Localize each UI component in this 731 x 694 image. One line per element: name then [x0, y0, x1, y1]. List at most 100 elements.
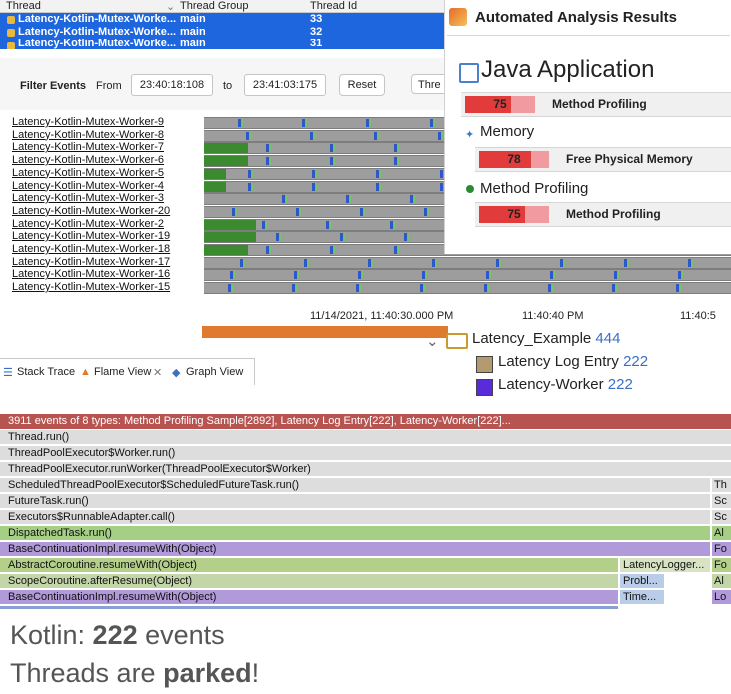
flame-header[interactable]: 3911 events of 8 types: Method Profiling… — [0, 414, 731, 429]
lane-event-marker — [408, 233, 409, 242]
flame-frame[interactable]: FutureTask.run() — [0, 494, 710, 508]
row-group: main — [180, 39, 206, 49]
flame-frame[interactable]: Sc — [712, 494, 731, 508]
lane-event-marker — [236, 207, 237, 216]
flame-frame[interactable]: Th — [712, 478, 731, 492]
folder-icon — [446, 333, 468, 349]
lane-event-marker — [298, 271, 299, 280]
lane-running-segment — [204, 219, 256, 230]
col-thread[interactable]: Thread — [6, 0, 41, 12]
lane-event-marker — [426, 271, 427, 280]
lane-event-marker — [438, 131, 441, 140]
lane-event-marker — [282, 195, 285, 204]
flame-frame[interactable]: Sc — [712, 510, 731, 524]
lane-label: Latency-Kotlin-Mutex-Worker-17 — [12, 255, 171, 268]
from-time-field[interactable]: 23:40:18:108 — [131, 74, 213, 96]
tab-flame-view[interactable]: Flame View — [94, 366, 152, 378]
flame-frame[interactable]: Fo — [712, 558, 731, 572]
tree-root[interactable]: Latency_Example 444 — [472, 330, 621, 347]
col-thread-group[interactable]: Thread Group — [180, 0, 249, 12]
lane-event-marker — [614, 271, 617, 280]
table-row[interactable]: Latency-Kotlin-Mutex-Worke... main 32 — [0, 26, 446, 39]
lane-event-marker — [280, 233, 281, 242]
lane-event-marker — [380, 182, 381, 191]
row-id: 33 — [310, 13, 323, 25]
lane-event-marker — [228, 284, 231, 293]
lane-bar[interactable] — [204, 269, 731, 282]
lane-bar[interactable] — [204, 256, 731, 269]
lane-event-marker — [294, 271, 297, 280]
flame-frame[interactable]: Al — [712, 526, 731, 540]
lane-event-marker — [488, 284, 489, 293]
row-group: main — [180, 26, 206, 38]
flame-frame[interactable]: ScheduledThreadPoolExecutor$ScheduledFut… — [0, 478, 710, 492]
analysis-icon — [449, 8, 467, 26]
lane-event-marker — [676, 284, 679, 293]
lane-event-marker — [242, 119, 243, 127]
thread-icon — [7, 29, 15, 37]
flame-icon: ▲ — [80, 366, 91, 378]
flame-frame[interactable]: DispatchedTask.run() — [0, 526, 710, 540]
tab-graph-view[interactable]: Graph View — [186, 366, 244, 378]
lane-event-marker — [390, 220, 393, 229]
result-row[interactable]: 75 Method Profiling — [461, 92, 731, 117]
lane-label: Latency-Kotlin-Mutex-Worker-16 — [12, 268, 171, 281]
tab-stack-trace[interactable]: Stack Trace — [17, 366, 76, 378]
axis-label-1: 11/14/2021, 11:40:30.000 PM — [310, 310, 454, 322]
lane-event-marker — [552, 284, 553, 293]
lane-event-marker — [372, 258, 373, 267]
col-thread-id[interactable]: Thread Id — [310, 0, 358, 12]
color-swatch-icon — [476, 379, 493, 396]
lane-event-marker — [682, 271, 683, 280]
lane-event-marker — [364, 207, 365, 216]
flame-frame[interactable]: BaseContinuationImpl.resumeWith(Object) — [0, 590, 618, 604]
lane-event-marker — [612, 284, 615, 293]
flame-frame[interactable]: AbstractCoroutine.resumeWith(Object) — [0, 558, 618, 572]
flame-frame[interactable]: LatencyLogger... — [620, 558, 710, 572]
result-row[interactable]: 78 Free Physical Memory — [475, 147, 731, 172]
lane-running-segment — [204, 232, 256, 243]
flame-frame[interactable]: ThreadPoolExecutor.runWorker(ThreadPoolE… — [0, 462, 731, 476]
lane-running-segment — [204, 245, 248, 255]
panel-title: Automated Analysis Results — [475, 9, 677, 26]
footer-line-1: Kotlin: 222 events — [10, 620, 225, 650]
lane-event-marker — [560, 258, 563, 267]
result-row[interactable]: 75 Method Profiling — [475, 202, 731, 227]
lane-event-marker — [440, 169, 443, 178]
analysis-panel: Automated Analysis Results Java Applicat… — [444, 0, 731, 254]
lane-bar[interactable] — [204, 282, 731, 295]
tree-item[interactable]: Latency Log Entry 222 — [498, 353, 649, 370]
close-tab-icon[interactable]: ✕ — [153, 367, 163, 379]
flame-frame[interactable]: Time... — [620, 590, 664, 604]
reset-button[interactable]: Reset — [339, 74, 385, 96]
lane-event-marker — [616, 284, 617, 293]
tree-item[interactable]: Latency-Worker 222 — [498, 376, 633, 393]
flame-frame[interactable]: Probl... — [620, 574, 664, 588]
lane-event-marker — [360, 207, 363, 216]
lane-event-marker — [244, 258, 245, 267]
flame-frame[interactable]: Thread.run() — [0, 430, 731, 444]
to-label: to — [223, 80, 233, 92]
sort-chevron-icon[interactable]: ⌄ — [166, 1, 176, 13]
row-thread: Latency-Kotlin-Mutex-Worke... — [18, 26, 177, 38]
lane-event-marker — [330, 246, 333, 254]
table-row[interactable]: Latency-Kotlin-Mutex-Worke... main 33 — [0, 13, 446, 26]
time-range-selection[interactable] — [202, 326, 448, 338]
lane-event-marker — [678, 271, 681, 280]
table-row[interactable]: Latency-Kotlin-Mutex-Worke... main 31 — [0, 39, 446, 49]
flame-frame[interactable]: Al — [712, 574, 731, 588]
lane-label: Latency-Kotlin-Mutex-Worker-18 — [12, 243, 171, 255]
flame-frame[interactable]: Lo — [712, 590, 731, 604]
flame-frame[interactable]: Executors$RunnableAdapter.call() — [0, 510, 710, 524]
lane-event-marker — [484, 284, 487, 293]
flame-frame[interactable]: Fo — [712, 542, 731, 556]
flame-frame[interactable]: BaseContinuationImpl.resumeWith(Object) — [0, 542, 710, 556]
lane-event-marker — [414, 195, 415, 204]
flame-frame[interactable]: ScopeCoroutine.afterResume(Object) — [0, 574, 618, 588]
lane-event-marker — [262, 220, 265, 229]
java-app-icon — [459, 63, 479, 83]
to-time-field[interactable]: 23:41:03:175 — [244, 74, 326, 96]
flame-frame[interactable]: ThreadPoolExecutor$Worker.run() — [0, 446, 731, 460]
lane-event-marker — [230, 271, 233, 280]
chevron-down-icon[interactable]: ⌄ — [426, 333, 439, 350]
